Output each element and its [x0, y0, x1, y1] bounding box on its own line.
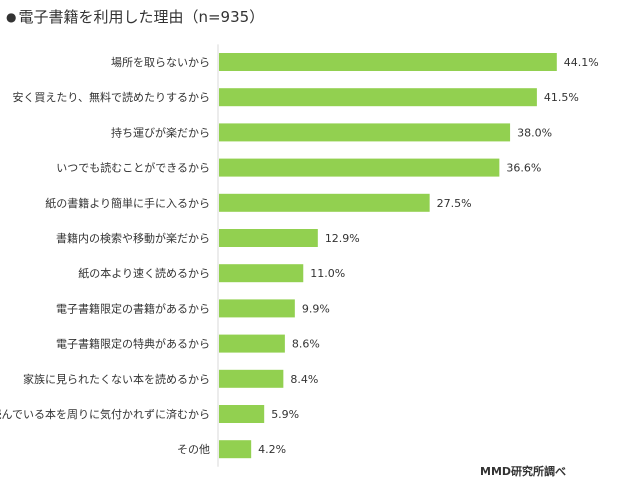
bar	[219, 440, 252, 459]
category-label: 読んでいる本を周りに気付かれずに済むから	[0, 407, 210, 421]
bar	[219, 299, 295, 318]
bar	[219, 229, 318, 247]
category-label: 持ち運びが楽だから	[111, 125, 210, 139]
category-label: 書籍内の検索や移動が楽だから	[56, 231, 210, 245]
category-label: 紙の書籍より簡単に手に入るから	[45, 196, 210, 210]
category-label: 安く買えたり、無料で読めたりするから	[12, 90, 210, 104]
value-label: 9.9%	[302, 302, 330, 315]
source-credit: MMD研究所調べ	[480, 465, 567, 478]
bar	[219, 53, 557, 71]
chart-title-text: 電子書籍を利用した理由（n=935）	[18, 8, 265, 26]
bar	[219, 334, 285, 353]
value-label: 4.2%	[258, 443, 286, 456]
value-label: 36.6%	[506, 162, 541, 175]
value-label: 5.9%	[271, 408, 299, 421]
category-label: その他	[177, 443, 210, 456]
value-label: 11.0%	[310, 267, 345, 280]
bar	[219, 158, 500, 177]
value-label: 8.4%	[290, 373, 318, 386]
value-label: 41.5%	[544, 91, 579, 104]
bar	[219, 369, 284, 388]
value-label: 38.0%	[517, 126, 552, 139]
category-label: 電子書籍限定の書籍があるから	[56, 301, 210, 315]
bar	[219, 405, 265, 423]
category-label: 場所を取らないから	[111, 56, 210, 69]
title-bullet-icon: ●	[6, 9, 17, 24]
bar	[219, 264, 304, 283]
bar	[219, 123, 511, 142]
value-label: 27.5%	[437, 197, 472, 210]
category-label: 電子書籍限定の特典があるから	[56, 337, 210, 351]
value-label: 12.9%	[325, 232, 360, 245]
value-label: 8.6%	[292, 338, 320, 351]
value-label: 44.1%	[564, 56, 599, 69]
category-label: 紙の本より速く読めるから	[78, 266, 210, 280]
bar	[219, 193, 430, 212]
chart-title: ● 電子書籍を利用した理由（n=935）	[6, 6, 264, 27]
bar	[219, 88, 537, 107]
category-label: 家族に見られたくない本を読めるから	[23, 372, 210, 386]
category-label: いつでも読むことができるから	[56, 161, 210, 175]
